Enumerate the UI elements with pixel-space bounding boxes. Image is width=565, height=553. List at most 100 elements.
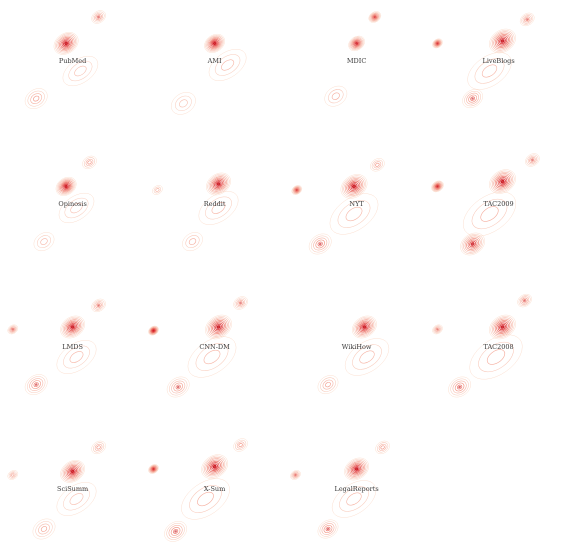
contour-line <box>349 181 359 191</box>
contour-line <box>494 33 511 49</box>
density-peak <box>326 527 330 531</box>
contour-line <box>205 314 232 340</box>
density-peak <box>71 325 75 329</box>
density-peak <box>523 299 526 302</box>
contour-line <box>520 296 530 305</box>
contour-line <box>315 239 326 249</box>
contour-line <box>469 334 523 380</box>
density-panel: TAC2008 <box>431 291 561 411</box>
contour-line <box>56 34 76 53</box>
contour-line <box>486 349 506 365</box>
density-cluster <box>324 85 348 107</box>
contour-line <box>189 485 222 513</box>
contour-line <box>351 38 362 49</box>
contour-line <box>27 376 46 393</box>
density-panel: SciSumm <box>5 433 135 553</box>
contour-line <box>208 37 221 49</box>
contour-line <box>480 206 499 222</box>
contour-line <box>467 239 478 249</box>
density-cluster <box>448 376 471 398</box>
contour-line <box>205 34 224 52</box>
contour-line <box>325 526 331 532</box>
contour-line <box>57 178 75 194</box>
density-cluster <box>152 185 163 195</box>
contour-line <box>321 523 335 535</box>
contour-line <box>56 340 97 374</box>
contour-line <box>517 293 532 308</box>
contour-plot <box>432 12 535 109</box>
contour-line <box>211 463 218 470</box>
contour-line <box>149 326 158 335</box>
density-peak <box>97 304 100 307</box>
density-peak <box>97 16 100 18</box>
contour-line <box>433 39 442 47</box>
contour-line <box>172 528 179 534</box>
contour-line <box>91 10 106 24</box>
density-panel: MDIC <box>289 5 419 125</box>
density-peak <box>355 467 359 471</box>
contour-line <box>348 461 366 477</box>
contour-line <box>494 319 511 335</box>
contour-line <box>339 486 369 512</box>
density-peak <box>34 383 38 386</box>
contour-line <box>62 40 70 47</box>
contour-line <box>435 184 440 189</box>
density-cluster <box>7 324 19 335</box>
density-cluster <box>53 32 79 55</box>
density-panel: X-Sum <box>147 433 277 553</box>
contour-plot <box>431 153 540 256</box>
density-peak <box>531 159 534 161</box>
contour-line <box>8 471 17 479</box>
density-cluster <box>467 52 512 90</box>
contour-line <box>33 382 39 388</box>
contour-line <box>353 466 360 472</box>
contour-line <box>38 523 50 535</box>
contour-line <box>175 95 192 112</box>
contour-line <box>213 322 224 332</box>
density-peak <box>152 468 155 470</box>
contour-plot <box>7 440 106 540</box>
density-cluster <box>62 55 99 87</box>
contour-line <box>94 301 104 310</box>
contour-line <box>452 380 467 394</box>
density-cluster <box>331 480 377 518</box>
contour-line <box>10 327 16 332</box>
density-peak <box>471 97 474 100</box>
contour-line <box>56 482 97 516</box>
contour-line <box>331 480 377 518</box>
density-cluster <box>368 11 382 23</box>
contour-line <box>61 316 84 338</box>
contour-line <box>489 28 516 54</box>
contour-line <box>359 350 375 364</box>
contour-line <box>352 315 377 339</box>
contour-plot <box>7 298 106 395</box>
density-cluster <box>375 440 390 455</box>
contour-line <box>205 458 224 475</box>
contour-line <box>69 324 76 330</box>
density-cluster <box>164 521 187 542</box>
density-peak <box>318 242 322 246</box>
contour-line <box>529 157 536 163</box>
contour-line <box>481 64 498 78</box>
contour-line <box>350 37 363 50</box>
density-cluster <box>519 12 535 27</box>
contour-line <box>238 443 243 447</box>
contour-line <box>65 320 80 334</box>
panel-label: SciSumm <box>57 484 89 493</box>
contour-line <box>206 316 231 338</box>
contour-line <box>212 321 225 333</box>
density-peak <box>152 330 155 332</box>
contour-line <box>474 58 505 84</box>
contour-line <box>355 42 359 45</box>
contour-line <box>188 238 197 245</box>
contour-line <box>234 297 247 309</box>
contour-line <box>35 521 53 537</box>
contour-line <box>208 460 221 473</box>
density-cluster <box>489 28 516 54</box>
contour-line <box>466 92 479 105</box>
contour-line <box>497 36 508 46</box>
contour-line <box>450 378 469 396</box>
contour-line <box>494 174 511 189</box>
contour-line <box>206 459 223 474</box>
density-panel: LegalReports <box>289 433 419 553</box>
